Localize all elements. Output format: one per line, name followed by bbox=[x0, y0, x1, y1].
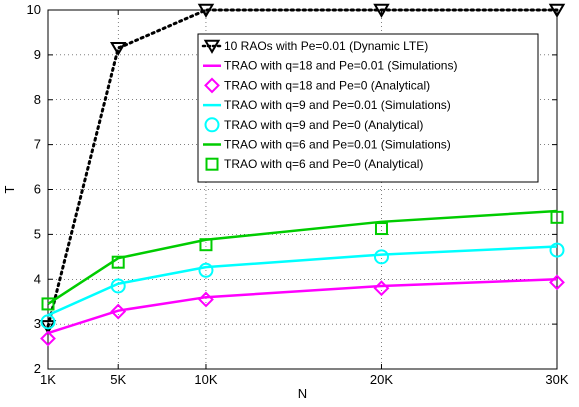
data-point bbox=[110, 278, 126, 294]
legend-marker bbox=[204, 117, 220, 133]
x-tick-label: 1K bbox=[40, 372, 56, 387]
x-tick-label: 10K bbox=[194, 372, 217, 387]
series-layer bbox=[39, 3, 566, 347]
legend-item: TRAO with q=6 and Pe=0.01 (Simulations) bbox=[203, 138, 451, 152]
ticks: 1K 5K 10K 20K 30K 2 3 4 5 6 7 8 9 10 bbox=[27, 2, 569, 387]
data-point bbox=[550, 210, 564, 224]
data-point bbox=[109, 41, 127, 56]
data-point bbox=[41, 297, 55, 311]
legend-marker bbox=[204, 77, 220, 94]
y-tick-label: 5 bbox=[34, 226, 41, 241]
series-6 bbox=[41, 210, 564, 311]
y-axis-label: T bbox=[2, 185, 17, 193]
legend-item: TRAO with q=9 and Pe=0 (Analytical) bbox=[204, 117, 423, 133]
legend-item: TRAO with q=6 and Pe=0 (Analytical) bbox=[205, 157, 423, 171]
x-tick-label: 5K bbox=[110, 372, 126, 387]
legend-item: TRAO with q=9 and Pe=0.01 (Simulations) bbox=[203, 98, 451, 112]
x-tick-label: 20K bbox=[370, 372, 393, 387]
legend-item: 10 RAOs with Pe=0.01 (Dynamic LTE) bbox=[201, 39, 428, 54]
data-point bbox=[548, 3, 566, 18]
legend-item: TRAO with q=18 and Pe=0 (Analytical) bbox=[204, 77, 430, 94]
data-point bbox=[373, 3, 390, 18]
data-point bbox=[40, 330, 56, 347]
data-point bbox=[549, 242, 565, 258]
data-point bbox=[549, 274, 565, 291]
data-point bbox=[197, 3, 215, 18]
x-tick-label: 30K bbox=[545, 372, 568, 387]
legend-label: 10 RAOs with Pe=0.01 (Dynamic LTE) bbox=[224, 39, 428, 53]
data-point bbox=[199, 238, 213, 252]
legend-label: TRAO with q=18 and Pe=0 (Analytical) bbox=[224, 78, 430, 92]
series-2 bbox=[40, 274, 565, 347]
y-tick-label: 6 bbox=[34, 182, 41, 197]
y-tick-label: 10 bbox=[27, 2, 41, 17]
series-1 bbox=[47, 278, 558, 335]
data-point bbox=[198, 262, 214, 278]
x-axis-label: N bbox=[298, 386, 307, 401]
series-line bbox=[47, 278, 558, 335]
legend: 10 RAOs with Pe=0.01 (Dynamic LTE) TRAO w… bbox=[197, 33, 539, 183]
data-point bbox=[374, 222, 388, 236]
legend-label: TRAO with q=9 and Pe=0.01 (Simulations) bbox=[224, 98, 451, 112]
data-point bbox=[110, 303, 127, 320]
legend-label: TRAO with q=6 and Pe=0.01 (Simulations) bbox=[224, 138, 451, 152]
legend-label: TRAO with q=18 and Pe=0.01 (Simulations) bbox=[224, 59, 457, 73]
series-4 bbox=[40, 242, 565, 330]
data-point bbox=[198, 291, 214, 308]
data-point bbox=[40, 314, 56, 330]
legend-label: TRAO with q=6 and Pe=0 (Analytical) bbox=[224, 157, 423, 171]
legend-marker bbox=[205, 157, 219, 171]
data-point bbox=[111, 255, 125, 269]
y-tick-label: 3 bbox=[34, 316, 41, 331]
y-tick-label: 2 bbox=[34, 361, 41, 376]
data-point bbox=[373, 249, 389, 265]
series-line bbox=[46, 8, 559, 328]
legend-item: TRAO with q=18 and Pe=0.01 (Simulations) bbox=[203, 59, 457, 73]
y-tick-label: 4 bbox=[34, 271, 41, 286]
legend-label: TRAO with q=9 and Pe=0 (Analytical) bbox=[224, 118, 423, 132]
data-point bbox=[373, 280, 390, 297]
legend-marker bbox=[203, 39, 221, 54]
y-tick-label: 8 bbox=[34, 92, 41, 107]
legend-box bbox=[197, 33, 539, 183]
series-3 bbox=[47, 245, 558, 317]
y-tick-label: 7 bbox=[34, 137, 41, 152]
series-line bbox=[47, 245, 558, 317]
y-tick-label: 9 bbox=[34, 47, 41, 62]
